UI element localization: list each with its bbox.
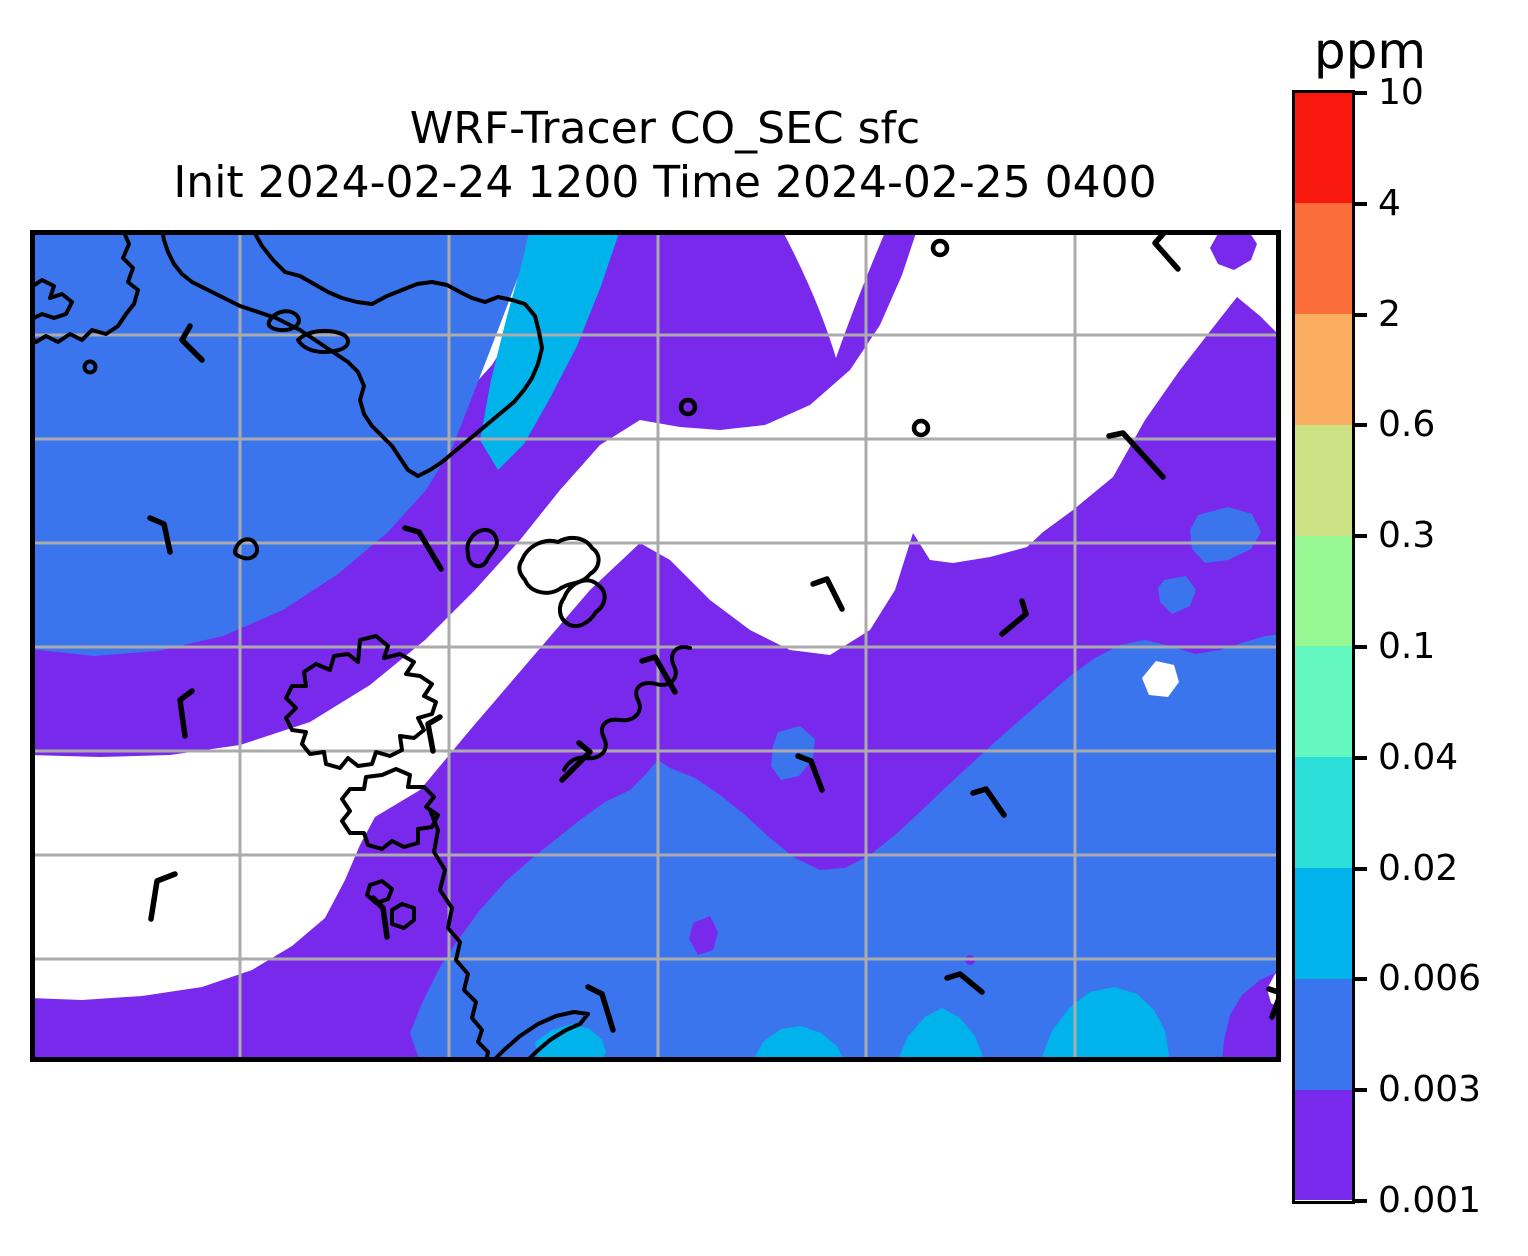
contour-patch-cyan-2	[752, 1026, 845, 1062]
calm-wind-circle	[930, 238, 950, 258]
coastline-south-descent	[428, 808, 490, 1062]
colorbar-segment	[1294, 757, 1352, 869]
coastline-island-2	[517, 535, 601, 595]
contour-notch-white	[782, 230, 886, 358]
wind-barb	[559, 740, 593, 783]
wind-barb	[148, 871, 178, 922]
wind-barb	[810, 576, 845, 612]
colorbar-tick-label: 0.04	[1378, 736, 1459, 778]
colorbar-tick-label: 0.006	[1378, 958, 1482, 1000]
map-border	[30, 230, 1281, 1062]
coastline-rias-bit-2	[390, 902, 416, 930]
colorbar-tick-mark	[1352, 201, 1367, 206]
contour-patch-blue-1	[1190, 507, 1261, 563]
wind-barb	[147, 515, 173, 555]
wind-barbs	[82, 230, 1281, 1033]
colorbar-tick-label: 4	[1378, 182, 1401, 224]
colorbar-tick-mark	[1352, 312, 1367, 317]
coastline-nw-stub	[30, 278, 74, 322]
colorbar-tick-label: 0.1	[1378, 626, 1436, 667]
title-block: WRF-Tracer CO_SEC sfc Init 2024-02-24 12…	[0, 102, 1330, 210]
colorbar-tick-mark	[1352, 1088, 1367, 1093]
colorbar-segment	[1294, 92, 1352, 204]
coastline-s-curve	[562, 645, 692, 772]
colorbar-tick-label: 0.02	[1378, 847, 1459, 889]
coastline-south-spit	[490, 1010, 590, 1062]
contour-patch-cyan-3	[897, 1008, 985, 1062]
contour-islet-purple-1	[689, 916, 718, 955]
coastline-rias-bit-1	[365, 879, 394, 905]
map-plot-area	[30, 230, 1281, 1062]
colorbar-segment	[1294, 203, 1352, 315]
colorbar-segment	[1294, 1089, 1352, 1201]
colorbar-unit-label: ppm	[1313, 22, 1427, 80]
figure-title: WRF-Tracer CO_SEC sfc	[409, 103, 921, 154]
contour-hole-white-1	[1142, 661, 1179, 697]
coastline-rias-upper	[284, 634, 438, 770]
calm-wind-circle	[678, 397, 698, 417]
wind-barb	[795, 753, 825, 793]
coastline-lake-2	[296, 328, 351, 354]
coastline-nw-blob	[30, 230, 140, 344]
colorbar-tick-label: 0.003	[1378, 1069, 1482, 1111]
colorbar-tick-label: 10	[1378, 72, 1424, 113]
contour-patch-cyan-1	[535, 1024, 606, 1062]
colorbar-segment	[1294, 978, 1352, 1090]
wind-barb	[639, 654, 678, 695]
colorbar-segment	[1294, 646, 1352, 758]
calm-wind-circle	[82, 359, 98, 375]
colorbar-tick-mark	[1352, 755, 1367, 760]
coastline-lake-1	[266, 309, 301, 333]
coastline-island-3	[557, 578, 607, 629]
colorbar-tick-mark	[1352, 866, 1367, 871]
wind-barb	[402, 525, 444, 572]
wind-barb	[370, 895, 390, 940]
colorbar-tick-label: 2	[1378, 293, 1401, 335]
contour-region-lightblue-nw	[480, 230, 620, 470]
colorbar-segment	[1294, 868, 1352, 979]
colorbar-tick-mark	[1352, 534, 1367, 539]
calm-wind-circle	[911, 418, 931, 438]
colorbar-tick-label: 0.3	[1378, 515, 1436, 557]
coastline-island-1	[465, 528, 499, 569]
map-plot	[30, 230, 1281, 1062]
colorbar-segment	[1294, 424, 1352, 536]
contour-patch-blue-3	[771, 726, 815, 780]
contour-region-purple-ne-blob	[1210, 230, 1257, 270]
colorbar-ticks: 10 4 2 0.6 0.3 0.1 0.04 0.02 0.006 0.003 0.001	[1352, 73, 1528, 1221]
wind-barb	[970, 786, 1007, 818]
coastline-rias-lower	[340, 767, 440, 851]
wind-barb	[999, 598, 1029, 637]
colorbar-tick-mark	[1352, 977, 1367, 982]
figure-subtitle: Init 2024-02-24 1200 Time 2024-02-25 040…	[173, 157, 1157, 208]
colorbar-segment	[1294, 535, 1352, 647]
colorbar-tick-label: 0.6	[1378, 404, 1436, 446]
colorbar-tick-mark	[1352, 645, 1367, 649]
contour-region-purple-nw-band	[30, 230, 917, 757]
colorbar-tick-mark	[1352, 423, 1367, 428]
colorbar-tick-label: 0.001	[1378, 1180, 1482, 1221]
colorbar-tick-mark	[1352, 1199, 1367, 1203]
contour-patch-blue-2	[1158, 576, 1196, 614]
wind-barb	[179, 323, 205, 363]
wind-barb	[944, 971, 985, 995]
contour-region-blue-se	[410, 634, 1281, 1062]
coastline-north-landmass	[160, 230, 544, 478]
coastlines	[30, 230, 692, 1062]
colorbar-tick-mark	[1352, 91, 1367, 95]
wind-barb	[585, 984, 616, 1033]
wind-barb	[425, 714, 443, 754]
colorbar	[1291, 89, 1355, 1204]
wind-barb	[177, 688, 195, 739]
coastline-island-4	[233, 537, 259, 561]
contour-patch-cyan-4	[1040, 987, 1170, 1062]
wind-barb	[1106, 430, 1166, 480]
colorbar-segment	[1294, 314, 1352, 425]
